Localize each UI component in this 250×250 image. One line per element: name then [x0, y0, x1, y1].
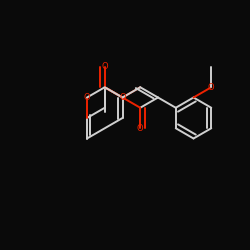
- Text: O: O: [137, 124, 143, 133]
- Text: O: O: [102, 62, 108, 71]
- Text: O: O: [119, 93, 126, 102]
- Text: O: O: [84, 93, 90, 102]
- Text: O: O: [208, 83, 214, 92]
